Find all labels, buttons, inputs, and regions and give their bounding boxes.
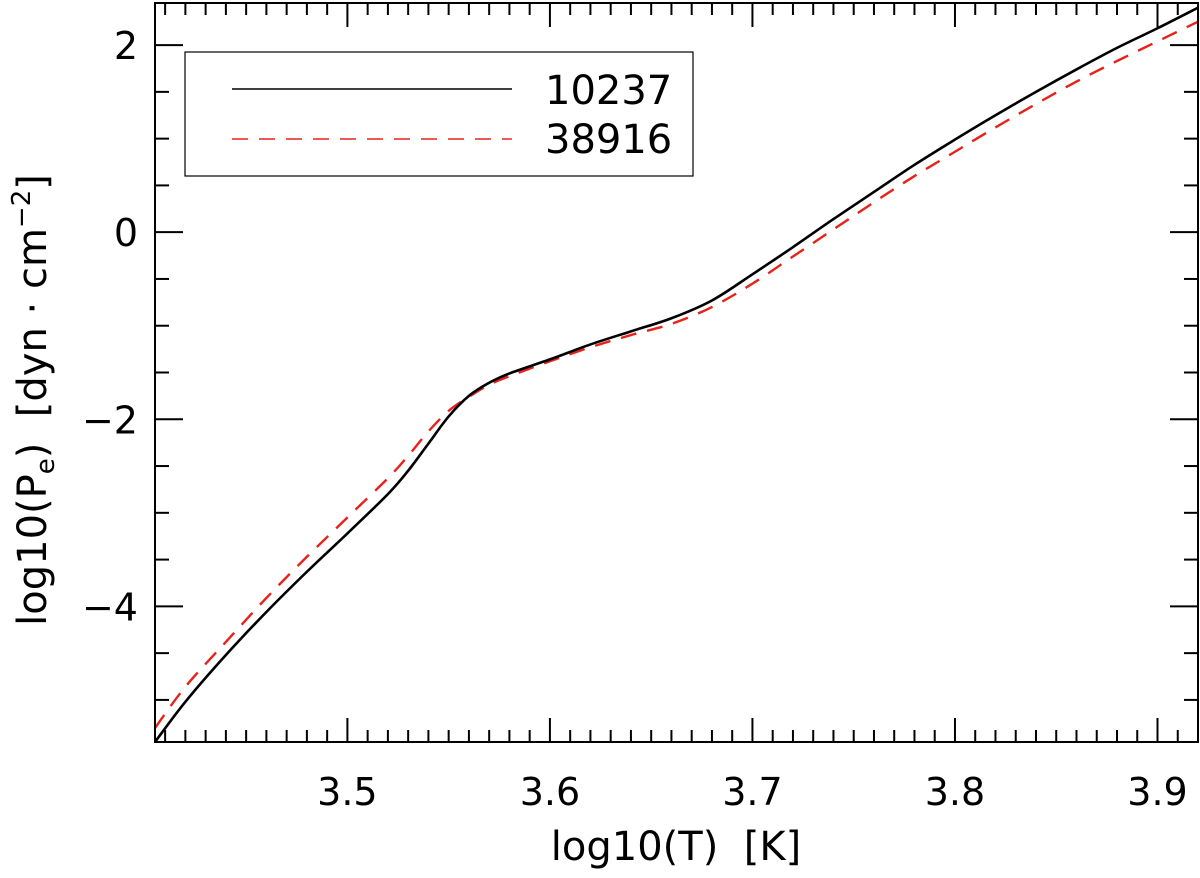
legend-box (184, 51, 694, 177)
y-tick-label: 0 (114, 211, 138, 255)
series-line-38916 (155, 20, 1198, 729)
y-axis-label-suffix: ] (10, 174, 56, 190)
x-tick-label: 3.5 (317, 770, 377, 814)
x-axis-label: log10(T) [K] (551, 824, 801, 870)
y-axis-label-prefix: log10(P (10, 474, 56, 626)
y-tick-label: 2 (114, 24, 138, 68)
y-axis-label: log10(Pe) [dyn · cm−2] (7, 174, 61, 626)
x-tick-labels: 3.5 3.6 3.7 3.8 3.9 (317, 770, 1188, 814)
y-tick-labels: −4 −2 0 2 (82, 24, 138, 629)
x-tick-label: 3.6 (520, 770, 580, 814)
y-axis-label-superscript: −2 (7, 190, 37, 228)
minor-ticks (155, 3, 1199, 742)
y-axis-label-middle: ) [dyn · cm (10, 228, 56, 458)
x-tick-label: 3.7 (722, 770, 782, 814)
y-tick-label: −2 (82, 398, 138, 442)
plot-frame (154, 2, 1199, 743)
legend-label-38916: 38916 (545, 117, 672, 163)
series-line-10237 (155, 6, 1198, 742)
x-tick-label: 3.8 (925, 770, 985, 814)
major-ticks (155, 3, 1198, 742)
y-tick-label: −4 (82, 585, 138, 629)
x-tick-label: 3.9 (1127, 770, 1187, 814)
y-axis-label-subscript: e (31, 458, 61, 474)
legend-label-10237: 10237 (545, 68, 672, 114)
series-layer (155, 6, 1198, 742)
legend: 10237 38916 (184, 51, 694, 177)
